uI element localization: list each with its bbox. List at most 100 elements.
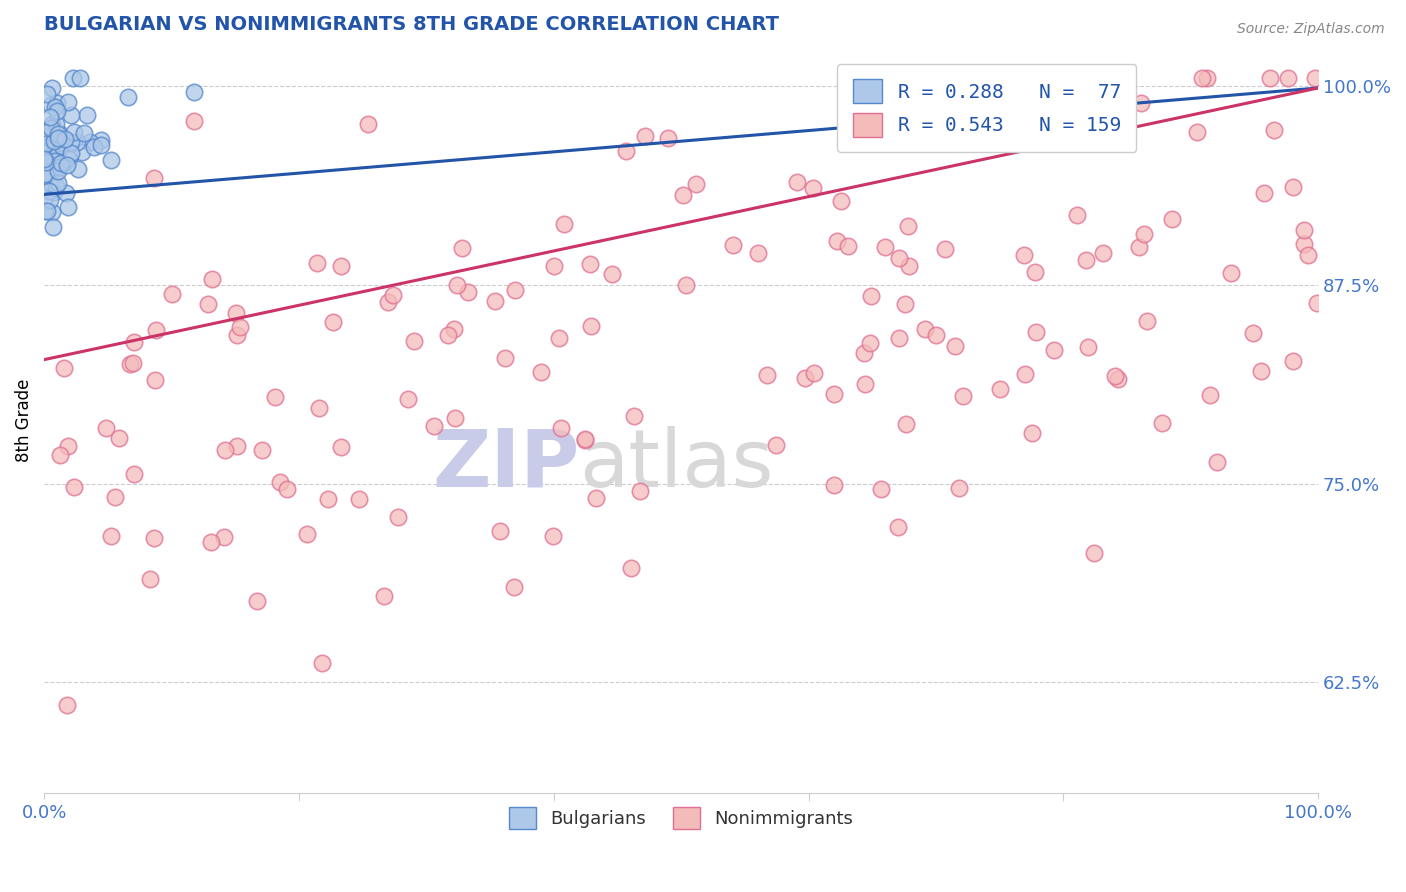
Point (1022, 71, 1045, 86)
Point (1282, 354, 1305, 368)
Point (49, 133, 72, 147)
Point (197, 297, 219, 311)
Point (347, 492, 370, 507)
Point (56, 95, 79, 110)
Text: BULGARIAN VS NONIMMIGRANTS 8TH GRADE CORRELATION CHART: BULGARIAN VS NONIMMIGRANTS 8TH GRADE COR… (44, 15, 779, 34)
Point (35, 154, 58, 169)
Point (269, 475, 291, 489)
Point (623, 409, 645, 423)
Point (35, 166, 58, 180)
Point (530, 365, 553, 379)
Point (1077, 340, 1099, 354)
Point (1012, 247, 1035, 261)
Point (357, 117, 380, 131)
Point (423, 418, 446, 433)
Point (914, 322, 936, 336)
Point (226, 328, 249, 343)
Point (39, 120, 62, 135)
Point (139, 572, 162, 586)
Point (934, 242, 956, 256)
Point (925, 328, 948, 343)
Point (948, 481, 970, 495)
Point (889, 251, 911, 265)
Point (1263, 123, 1285, 137)
Point (1130, 95, 1153, 110)
Point (1258, 71, 1281, 86)
Point (1305, 295, 1327, 310)
Point (51, 136, 73, 151)
Point (34, 167, 56, 181)
Point (396, 392, 419, 406)
Point (579, 257, 602, 271)
Point (90, 137, 112, 152)
Point (45, 104, 67, 119)
Point (443, 321, 465, 335)
Point (1185, 125, 1208, 139)
Point (53, 360, 76, 375)
Point (859, 335, 882, 350)
Point (574, 433, 596, 447)
Point (38, 184, 60, 198)
Point (62, 71, 84, 86)
Point (1014, 367, 1036, 381)
Point (541, 528, 564, 542)
Point (56, 201, 79, 215)
Point (46, 131, 69, 145)
Point (1128, 240, 1150, 254)
Point (76, 108, 98, 122)
Point (898, 259, 921, 273)
Point (48, 147, 70, 161)
Point (1043, 343, 1066, 358)
Point (381, 288, 404, 302)
Point (489, 524, 512, 539)
Point (747, 246, 769, 260)
Point (1303, 71, 1326, 86)
Point (228, 320, 250, 334)
Point (1241, 326, 1264, 341)
Point (1220, 266, 1243, 280)
Point (823, 386, 845, 401)
Point (1136, 314, 1159, 328)
Point (952, 389, 974, 403)
Point (46, 127, 69, 141)
Point (387, 510, 409, 524)
Point (672, 188, 695, 202)
Point (35, 164, 58, 178)
Point (574, 432, 596, 446)
Point (60, 108, 83, 122)
Point (765, 438, 787, 452)
Point (853, 377, 876, 392)
Point (823, 478, 845, 492)
Point (1281, 180, 1303, 194)
Text: ZIP: ZIP (432, 425, 579, 504)
Point (793, 371, 815, 385)
Point (1104, 369, 1126, 384)
Point (860, 289, 883, 303)
Point (756, 368, 779, 383)
Point (44, 161, 66, 176)
Point (35, 125, 58, 139)
Point (297, 526, 319, 541)
Point (183, 85, 205, 99)
Point (117, 90, 139, 104)
Point (142, 532, 165, 546)
Point (79, 135, 101, 149)
Point (543, 260, 565, 274)
Point (723, 237, 745, 252)
Point (34, 190, 56, 204)
Point (634, 129, 657, 144)
Point (34, 152, 56, 166)
Point (34, 203, 56, 218)
Point (503, 283, 526, 297)
Point (35, 161, 58, 175)
Point (620, 560, 643, 574)
Point (585, 491, 607, 505)
Point (305, 256, 328, 270)
Point (160, 286, 183, 301)
Point (446, 277, 468, 292)
Point (104, 490, 127, 504)
Point (66, 161, 89, 176)
Point (1008, 128, 1031, 142)
Point (38, 125, 60, 139)
Point (1199, 388, 1222, 402)
